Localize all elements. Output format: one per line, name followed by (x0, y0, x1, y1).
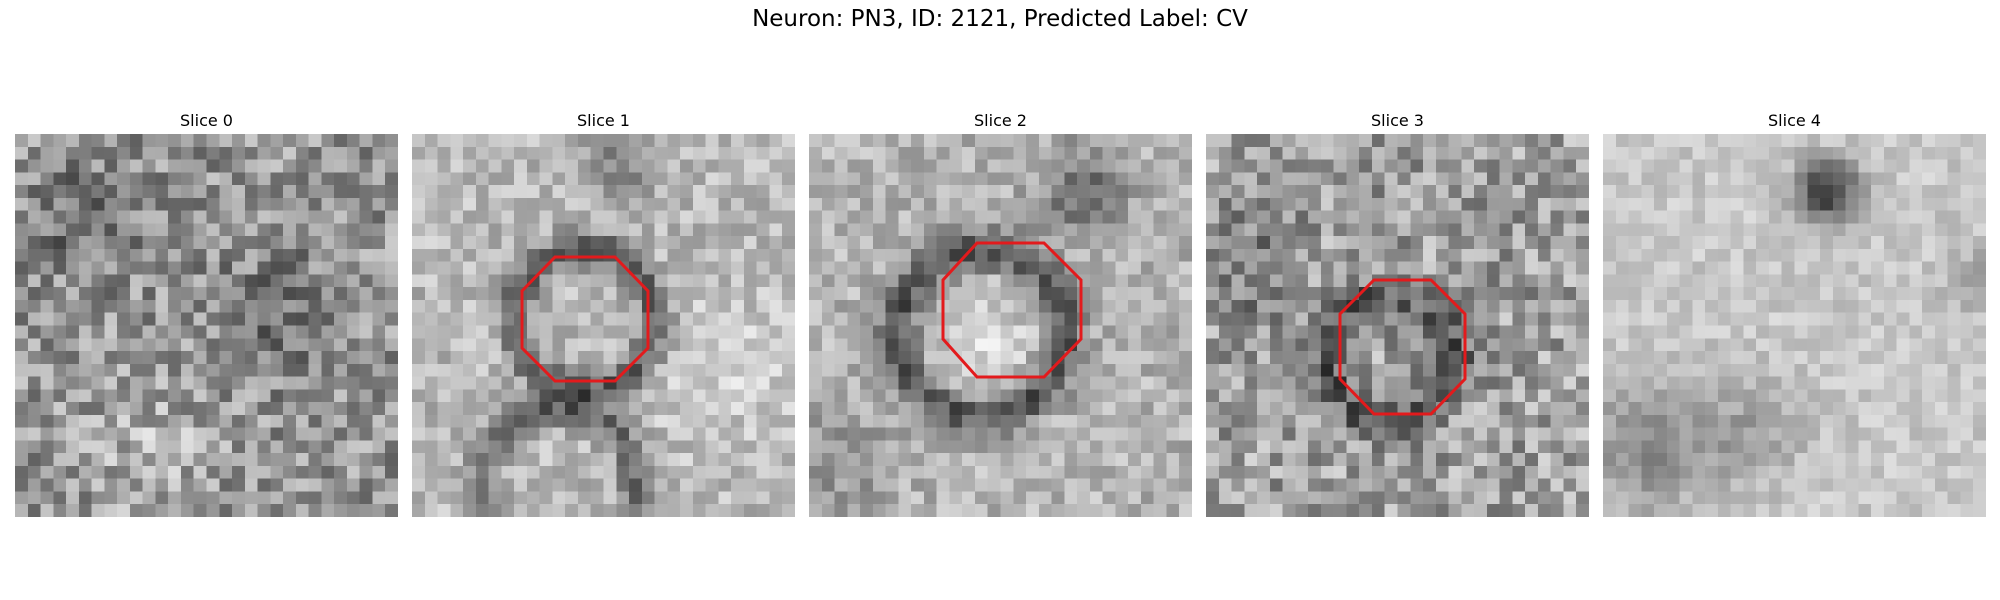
slice-title: Slice 0 (180, 111, 233, 130)
roi-overlay (941, 241, 1083, 379)
slice-image (15, 134, 398, 517)
slice-title: Slice 1 (577, 111, 630, 130)
microscopy-image (1603, 134, 1986, 517)
microscopy-image (15, 134, 398, 517)
slice-image (1603, 134, 1986, 517)
roi-octagon (941, 241, 1083, 379)
slice-panel-0: Slice 0 (15, 108, 398, 517)
slice-image (412, 134, 795, 517)
microscopy-image (412, 134, 795, 517)
figure-title: Neuron: PN3, ID: 2121, Predicted Label: … (752, 6, 1248, 32)
slice-panel-1: Slice 1 (412, 108, 795, 517)
slice-panel-4: Slice 4 (1603, 108, 1986, 517)
microscopy-image (809, 134, 1192, 517)
roi-overlay (1338, 278, 1467, 416)
roi-octagon (1338, 278, 1467, 416)
slice-title: Slice 4 (1768, 111, 1821, 130)
roi-octagon (520, 255, 650, 383)
slice-panel-2: Slice 2 (809, 108, 1192, 517)
microscopy-image (1206, 134, 1589, 517)
slice-image (1206, 134, 1589, 517)
slice-title: Slice 2 (974, 111, 1027, 130)
roi-overlay (520, 255, 650, 383)
slice-image (809, 134, 1192, 517)
slice-title: Slice 3 (1371, 111, 1424, 130)
slice-panel-3: Slice 3 (1206, 108, 1589, 517)
